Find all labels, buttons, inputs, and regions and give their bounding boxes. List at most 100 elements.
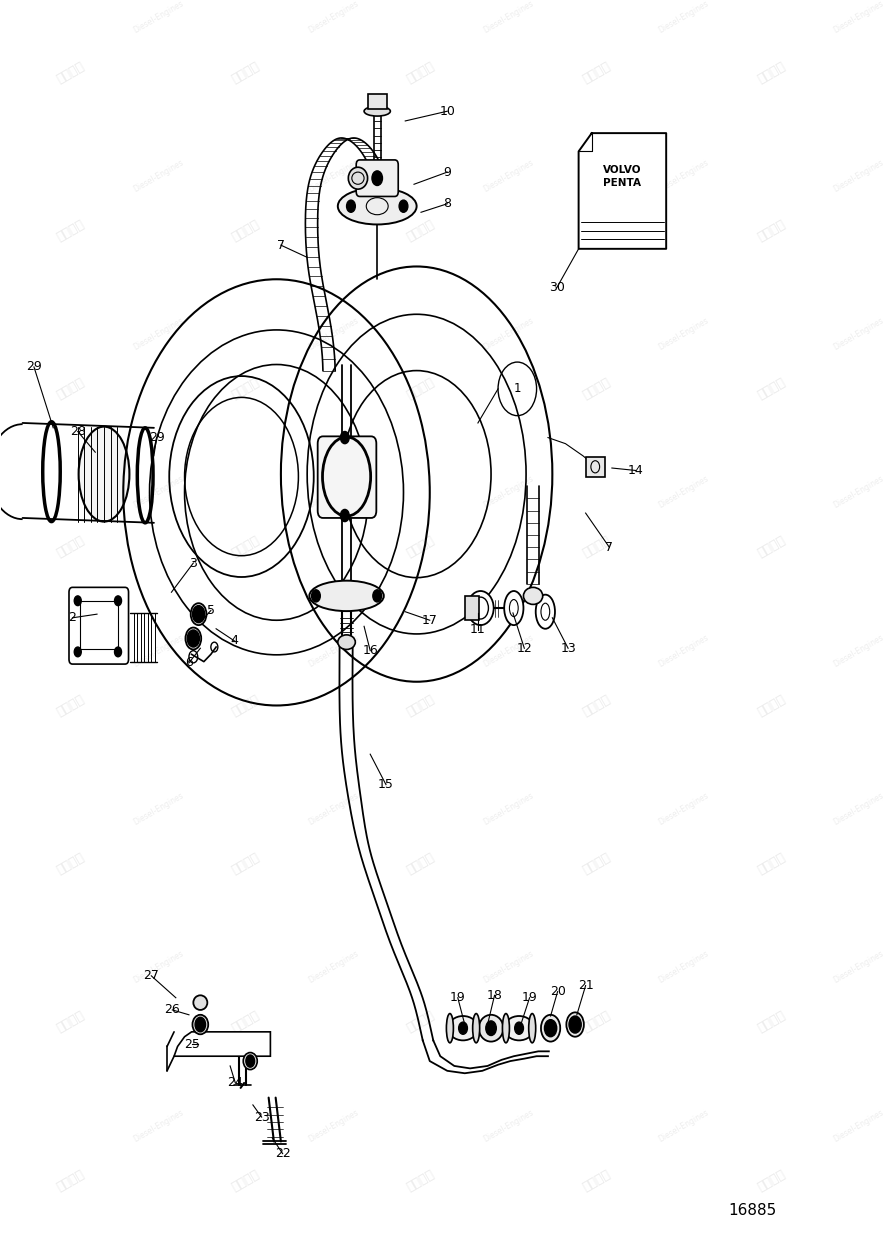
- Text: 紫发动力: 紫发动力: [580, 376, 612, 402]
- Text: 紫发动力: 紫发动力: [405, 1167, 437, 1194]
- Text: Diesel-Engines: Diesel-Engines: [481, 1108, 535, 1144]
- Text: 10: 10: [440, 104, 455, 118]
- Ellipse shape: [185, 627, 201, 650]
- Text: Diesel-Engines: Diesel-Engines: [657, 315, 710, 353]
- Text: 21: 21: [578, 979, 594, 992]
- Text: Diesel-Engines: Diesel-Engines: [657, 1108, 710, 1144]
- Text: Diesel-Engines: Diesel-Engines: [132, 474, 185, 510]
- Text: 6: 6: [185, 656, 193, 669]
- Text: 16885: 16885: [728, 1203, 776, 1218]
- Text: 紫发动力: 紫发动力: [54, 217, 87, 243]
- Text: 22: 22: [275, 1148, 290, 1160]
- Text: 紫发动力: 紫发动力: [755, 534, 788, 560]
- Circle shape: [458, 1022, 467, 1035]
- Text: 29: 29: [149, 431, 165, 445]
- Circle shape: [372, 171, 383, 185]
- Circle shape: [486, 1021, 497, 1036]
- Circle shape: [569, 1016, 581, 1033]
- Text: Diesel-Engines: Diesel-Engines: [832, 791, 886, 827]
- Ellipse shape: [541, 1015, 560, 1042]
- Ellipse shape: [523, 587, 543, 605]
- Circle shape: [341, 509, 349, 522]
- Circle shape: [373, 590, 382, 602]
- Circle shape: [195, 1017, 206, 1032]
- FancyBboxPatch shape: [368, 94, 387, 109]
- Text: 紫发动力: 紫发动力: [580, 534, 612, 560]
- Text: 28: 28: [69, 425, 85, 438]
- Text: 紫发动力: 紫发动力: [54, 851, 87, 877]
- Text: 26: 26: [165, 1004, 180, 1016]
- Text: 紫发动力: 紫发动力: [405, 851, 437, 877]
- Text: 紫发动力: 紫发动力: [230, 1009, 263, 1036]
- Text: 12: 12: [516, 642, 532, 655]
- Text: 19: 19: [522, 991, 538, 1005]
- Text: 8: 8: [443, 197, 451, 210]
- Circle shape: [399, 200, 408, 212]
- Text: 紫发动力: 紫发动力: [54, 1167, 87, 1194]
- Text: 16: 16: [362, 645, 378, 657]
- Ellipse shape: [193, 995, 207, 1010]
- Text: 紫发动力: 紫发动力: [755, 60, 788, 86]
- Text: Diesel-Engines: Diesel-Engines: [307, 949, 360, 985]
- Text: Diesel-Engines: Diesel-Engines: [307, 1108, 360, 1144]
- Text: Diesel-Engines: Diesel-Engines: [832, 315, 886, 353]
- Text: 紫发动力: 紫发动力: [54, 692, 87, 719]
- Text: Diesel-Engines: Diesel-Engines: [481, 158, 535, 194]
- Text: Diesel-Engines: Diesel-Engines: [132, 158, 185, 194]
- Circle shape: [545, 1020, 557, 1037]
- Text: 紫发动力: 紫发动力: [230, 217, 263, 243]
- Text: Diesel-Engines: Diesel-Engines: [832, 1108, 886, 1144]
- Text: 11: 11: [470, 623, 486, 636]
- Text: 1: 1: [514, 383, 521, 395]
- Text: 9: 9: [443, 165, 451, 179]
- FancyBboxPatch shape: [318, 436, 376, 518]
- Text: 2: 2: [69, 611, 77, 625]
- Text: 紫发动力: 紫发动力: [580, 217, 612, 243]
- Circle shape: [192, 606, 205, 622]
- Text: 紫发动力: 紫发动力: [755, 851, 788, 877]
- Text: 紫发动力: 紫发动力: [580, 692, 612, 719]
- Text: Diesel-Engines: Diesel-Engines: [657, 158, 710, 194]
- Text: 24: 24: [228, 1077, 243, 1089]
- Ellipse shape: [503, 1013, 509, 1043]
- Ellipse shape: [190, 604, 206, 625]
- Text: Diesel-Engines: Diesel-Engines: [481, 791, 535, 827]
- Text: 紫发动力: 紫发动力: [580, 1009, 612, 1036]
- Ellipse shape: [479, 1015, 504, 1042]
- Text: 25: 25: [183, 1037, 199, 1051]
- Text: 17: 17: [422, 614, 438, 627]
- Text: 7: 7: [605, 540, 613, 554]
- Ellipse shape: [310, 581, 384, 611]
- Text: 紫发动力: 紫发动力: [405, 1009, 437, 1036]
- Ellipse shape: [449, 1016, 478, 1041]
- FancyBboxPatch shape: [586, 457, 605, 477]
- Text: Diesel-Engines: Diesel-Engines: [481, 474, 535, 510]
- Text: 紫发动力: 紫发动力: [54, 1009, 87, 1036]
- Ellipse shape: [467, 591, 494, 625]
- FancyBboxPatch shape: [69, 587, 128, 664]
- Text: 紫发动力: 紫发动力: [54, 60, 87, 86]
- Text: 紫发动力: 紫发动力: [405, 376, 437, 402]
- Text: 紫发动力: 紫发动力: [54, 534, 87, 560]
- Text: Diesel-Engines: Diesel-Engines: [132, 315, 185, 353]
- Text: Diesel-Engines: Diesel-Engines: [832, 158, 886, 194]
- Circle shape: [246, 1054, 255, 1067]
- FancyBboxPatch shape: [356, 160, 398, 196]
- Text: Diesel-Engines: Diesel-Engines: [307, 158, 360, 194]
- Text: 紫发动力: 紫发动力: [405, 60, 437, 86]
- Text: 紫发动力: 紫发动力: [580, 60, 612, 86]
- Text: 紫发动力: 紫发动力: [755, 1167, 788, 1194]
- Text: Diesel-Engines: Diesel-Engines: [657, 474, 710, 510]
- Text: 4: 4: [231, 635, 239, 647]
- Text: Diesel-Engines: Diesel-Engines: [132, 1108, 185, 1144]
- Text: 紫发动力: 紫发动力: [755, 692, 788, 719]
- Text: 紫发动力: 紫发动力: [230, 376, 263, 402]
- Ellipse shape: [447, 1013, 453, 1043]
- Ellipse shape: [338, 635, 355, 650]
- Text: 20: 20: [550, 985, 565, 999]
- Ellipse shape: [338, 188, 417, 225]
- Text: Diesel-Engines: Diesel-Engines: [132, 949, 185, 985]
- Text: Diesel-Engines: Diesel-Engines: [307, 0, 360, 36]
- Circle shape: [74, 647, 81, 657]
- Text: Diesel-Engines: Diesel-Engines: [307, 474, 360, 510]
